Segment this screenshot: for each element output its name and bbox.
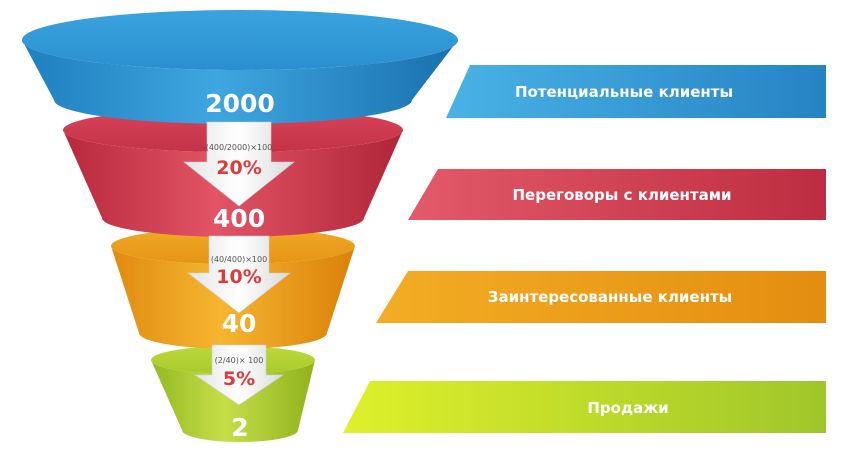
stage-count-1: 2000	[205, 89, 275, 118]
stage-label: Заинтересованные клиенты	[488, 288, 732, 306]
stage-label: Переговоры с клиентами	[512, 186, 731, 204]
stage-label: Потенциальные клиенты	[515, 83, 733, 101]
conversion-arrow-1: (400/2000)×100 20%	[183, 121, 295, 207]
stage-count-4: 2	[231, 413, 248, 442]
stage-banner-4: Продажи	[343, 381, 826, 433]
stage-banner-3: Заинтересованные клиенты	[376, 271, 826, 323]
stage-count-3: 40	[222, 309, 257, 338]
conversion-arrow-2: (40/400)×100 10%	[187, 235, 291, 314]
stage-banner-1: Потенциальные клиенты	[446, 65, 826, 118]
stage-count-2: 400	[213, 204, 265, 233]
conversion-formula: (2/40)× 100	[215, 356, 264, 365]
conversion-percent: 10%	[216, 266, 261, 288]
funnel-tier-1	[22, 10, 458, 124]
stage-label: Продажи	[587, 399, 668, 417]
conversion-percent: 5%	[223, 368, 255, 390]
conversion-percent: 20%	[216, 157, 261, 179]
stage-banner-2: Переговоры с клиентами	[408, 169, 826, 220]
conversion-arrow-3: (2/40)× 100 5%	[194, 344, 284, 406]
conversion-formula: (40/400)×100	[211, 255, 267, 264]
conversion-formula: (400/2000)×100	[206, 143, 273, 152]
